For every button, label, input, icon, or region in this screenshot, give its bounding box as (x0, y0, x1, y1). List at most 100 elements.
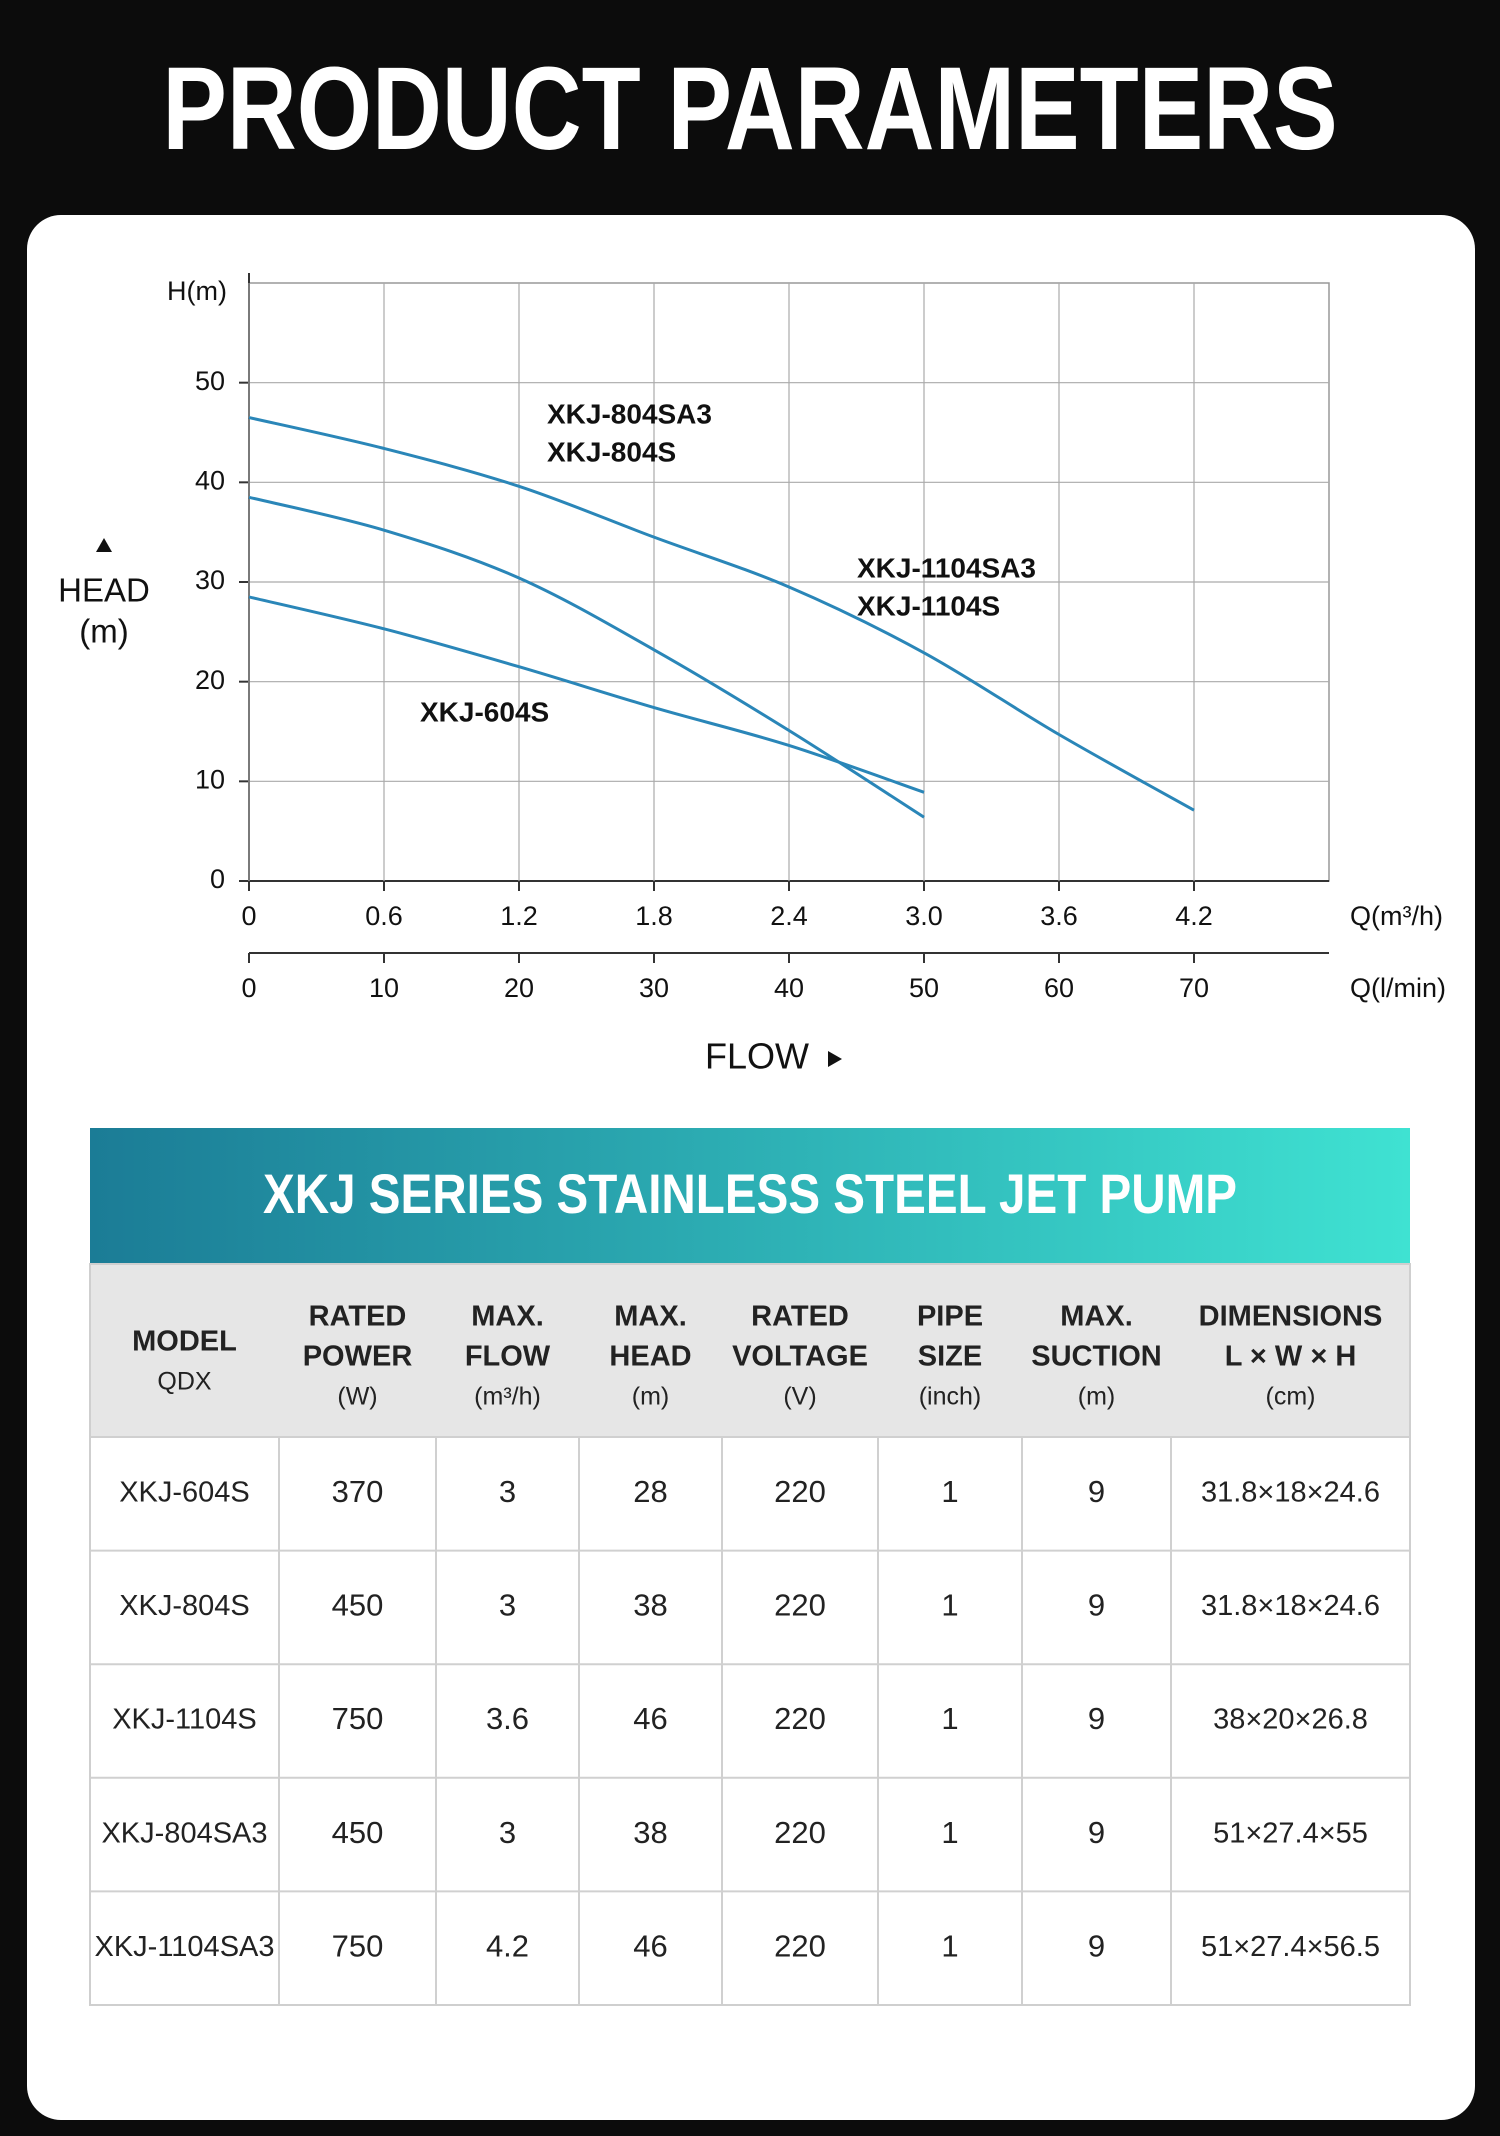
cell: XKJ-604S (119, 1476, 250, 1508)
cell: 220 (774, 1588, 826, 1623)
x-axis-title: FLOW (705, 1036, 809, 1077)
cell: 1 (941, 1701, 958, 1736)
cell: 9 (1088, 1928, 1105, 1963)
x-tick-label: 0 (241, 901, 256, 931)
cell: XKJ-1104S (112, 1704, 257, 1736)
cell: 220 (774, 1815, 826, 1850)
cell: 220 (774, 1928, 826, 1963)
y-tick-label: 50 (195, 366, 225, 396)
page-title: PRODUCT PARAMETERS (162, 42, 1337, 174)
cell: 450 (332, 1588, 384, 1623)
x-tick-label: 3.0 (905, 901, 943, 931)
cell: 750 (332, 1928, 384, 1963)
x-tick-label: 3.6 (1040, 901, 1078, 931)
table-frame (89, 1263, 1411, 2006)
x-unit-label: Q(m³/h) (1350, 901, 1443, 931)
cell: 9 (1088, 1815, 1105, 1850)
cell: 9 (1088, 1588, 1105, 1623)
header-cell: (m) (1078, 1383, 1115, 1411)
arrow (828, 1051, 842, 1067)
header-cell: L × W × H (1225, 1341, 1357, 1373)
curve-label: XKJ-804S (547, 436, 676, 467)
header-cell: QDX (157, 1368, 212, 1396)
cell: 3.6 (486, 1701, 529, 1736)
x-tick-label: 2.4 (770, 901, 808, 931)
cell: 9 (1088, 1701, 1105, 1736)
cell: XKJ-1104SA3 (94, 1931, 274, 1963)
x-tick-label: 1.2 (500, 901, 538, 931)
cell: 220 (774, 1701, 826, 1736)
x2-tick-label: 0 (241, 973, 256, 1003)
header-cell: RATED (751, 1301, 849, 1333)
curve-label: XKJ-804SA3 (547, 398, 712, 429)
cell: 1 (941, 1474, 958, 1509)
header-cell: (V) (783, 1383, 816, 1411)
x2-tick-label: 60 (1044, 973, 1074, 1003)
header-cell: (W) (337, 1383, 377, 1411)
cell: 31.8×18×24.6 (1201, 1590, 1380, 1622)
x2-tick-label: 20 (504, 973, 534, 1003)
header-cell: FLOW (465, 1341, 551, 1373)
x2-tick-label: 50 (909, 973, 939, 1003)
header-cell: (m) (632, 1383, 669, 1411)
x2-unit-label: Q(l/min) (1350, 973, 1446, 1003)
y-unit-label: H(m) (167, 276, 227, 306)
header-cell: PIPE (917, 1301, 983, 1333)
cell: 1 (941, 1588, 958, 1623)
cell: 3 (499, 1474, 516, 1509)
header-cell: (m³/h) (474, 1383, 541, 1411)
chart: 0 10 20 30 40 50 0 0.6 1.2 1.8 2.4 3.0 3.6 4.2 0 10 20 30… (58, 273, 1446, 1077)
y-tick-label: 0 (210, 864, 225, 894)
x2-tick-label: 40 (774, 973, 804, 1003)
cell: 46 (633, 1701, 667, 1736)
cell: 31.8×18×24.6 (1201, 1476, 1380, 1508)
y-axis-title: HEAD (58, 572, 150, 609)
arrow (96, 538, 112, 552)
x-tick-label: 1.8 (635, 901, 673, 931)
y-tick-label: 20 (195, 665, 225, 695)
header-cell: SIZE (918, 1341, 982, 1373)
y-tick-label: 10 (195, 764, 225, 794)
table-title-band (90, 1128, 1410, 1264)
y-tick-label: 40 (195, 465, 225, 495)
x-tick-label: 0.6 (365, 901, 403, 931)
curve (248, 595, 925, 794)
header-cell: RATED (309, 1301, 407, 1333)
table-title: XKJ SERIES STAINLESS STEEL JET PUMP (263, 1163, 1237, 1225)
cell: 4.2 (486, 1928, 529, 1963)
curve (248, 495, 925, 819)
header-cell: POWER (303, 1341, 413, 1373)
header-cell: DIMENSIONS (1199, 1301, 1383, 1333)
y-axis-title: (m) (79, 613, 128, 650)
header-cell: MAX. (1060, 1301, 1133, 1333)
header-cell: MODEL (132, 1326, 237, 1358)
curve-label: XKJ-1104SA3 (857, 552, 1036, 583)
cell: 38 (633, 1588, 667, 1623)
cell: 38 (633, 1815, 667, 1850)
header-cell: MAX. (614, 1301, 687, 1333)
cell: 51×27.4×55 (1213, 1817, 1368, 1849)
cell: 46 (633, 1928, 667, 1963)
cell: 370 (332, 1474, 384, 1509)
cell: 220 (774, 1474, 826, 1509)
cell: XKJ-804SA3 (101, 1817, 267, 1849)
x-tick-label: 4.2 (1175, 901, 1213, 931)
cell: 3 (499, 1815, 516, 1850)
cell: 3 (499, 1588, 516, 1623)
header-cell: (inch) (919, 1383, 982, 1411)
header-cell: VOLTAGE (732, 1341, 868, 1373)
cell: 750 (332, 1701, 384, 1736)
cell: 28 (633, 1474, 667, 1509)
cell: 1 (941, 1928, 958, 1963)
cell: 9 (1088, 1474, 1105, 1509)
y-tick-label: 30 (195, 565, 225, 595)
curve (248, 416, 1195, 812)
cell: 1 (941, 1815, 958, 1850)
curve-label: XKJ-1104S (857, 590, 1000, 621)
cell: 51×27.4×56.5 (1201, 1931, 1380, 1963)
cell: XKJ-804S (119, 1590, 250, 1622)
cell: 450 (332, 1815, 384, 1850)
x2-tick-label: 30 (639, 973, 669, 1003)
header-cell: HEAD (609, 1341, 691, 1373)
